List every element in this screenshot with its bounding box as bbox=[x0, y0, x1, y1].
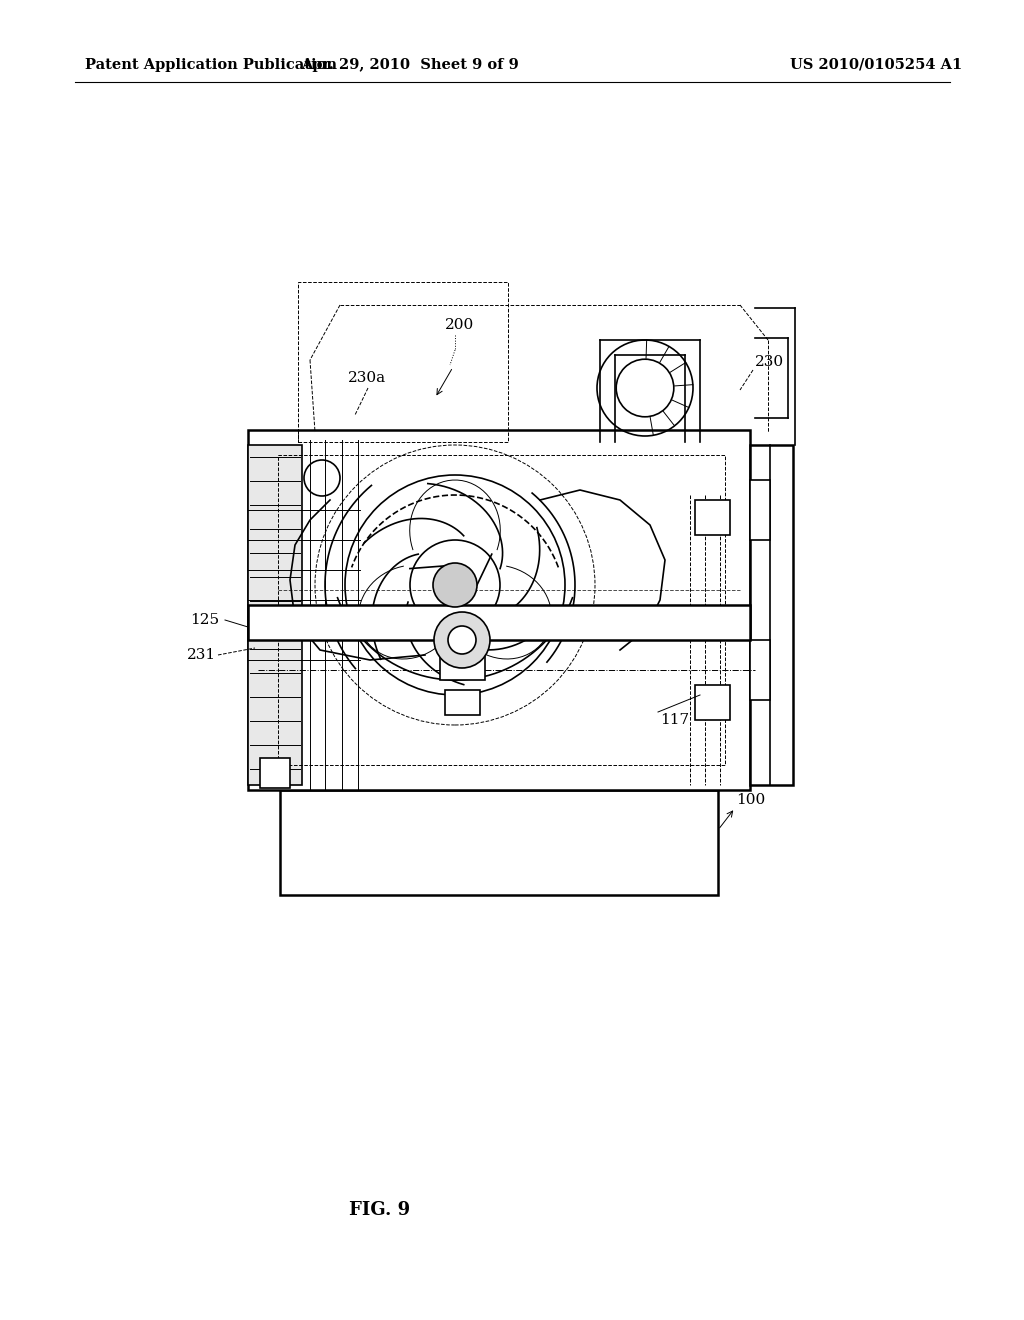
Circle shape bbox=[433, 564, 477, 607]
Bar bbox=[248, 430, 750, 789]
Text: 231: 231 bbox=[187, 648, 216, 663]
Bar bbox=[298, 282, 508, 442]
Bar bbox=[260, 758, 290, 788]
Bar bbox=[440, 645, 485, 680]
Bar bbox=[695, 685, 730, 719]
Text: FIG. 9: FIG. 9 bbox=[349, 1201, 411, 1218]
Bar bbox=[750, 480, 770, 540]
Bar bbox=[695, 500, 730, 535]
Text: 125: 125 bbox=[190, 612, 219, 627]
Text: 100: 100 bbox=[736, 793, 765, 807]
Bar bbox=[280, 789, 718, 895]
Text: 200: 200 bbox=[445, 318, 475, 333]
Bar bbox=[248, 605, 750, 640]
Text: Apr. 29, 2010  Sheet 9 of 9: Apr. 29, 2010 Sheet 9 of 9 bbox=[301, 58, 519, 73]
Circle shape bbox=[449, 626, 476, 653]
Bar bbox=[248, 445, 302, 785]
Text: 117: 117 bbox=[660, 713, 689, 727]
Text: 230: 230 bbox=[755, 355, 784, 370]
Bar bbox=[750, 640, 770, 700]
Bar bbox=[445, 690, 480, 715]
Text: 230a: 230a bbox=[348, 371, 386, 385]
Text: Patent Application Publication: Patent Application Publication bbox=[85, 58, 337, 73]
Circle shape bbox=[434, 612, 490, 668]
Text: US 2010/0105254 A1: US 2010/0105254 A1 bbox=[790, 58, 963, 73]
Bar bbox=[750, 445, 793, 785]
Bar bbox=[278, 455, 725, 766]
